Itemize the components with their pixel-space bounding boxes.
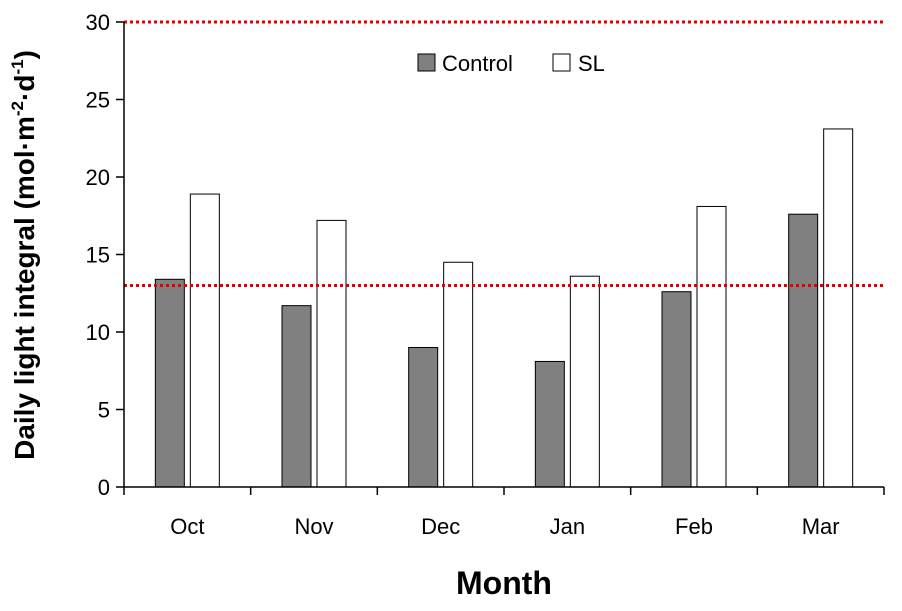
legend: Control SL (417, 51, 605, 76)
bar-sl-mar (823, 128, 854, 488)
bar-sl-oct (189, 193, 220, 488)
x-tick-label: Feb (675, 514, 713, 539)
x-tick-label: Mar (802, 514, 840, 539)
reference-lines (124, 20, 884, 287)
bar-control-nov (281, 305, 312, 488)
x-tick-label: Oct (170, 514, 204, 539)
legend-swatch-control (417, 53, 436, 72)
y-axis-title-sup2: -1 (8, 59, 27, 74)
legend-label-sl: SL (578, 51, 605, 76)
bars-group (154, 128, 854, 488)
bar-sl-jan (569, 275, 600, 488)
bar-control-oct (154, 278, 185, 488)
y-tick-label: 20 (86, 165, 110, 190)
y-tick-label: 30 (86, 10, 110, 35)
bar-control-dec (408, 347, 439, 488)
y-axis-title-sup1: -2 (8, 101, 27, 116)
bar-sl-dec (443, 261, 474, 488)
bar-sl-nov (316, 219, 347, 488)
bar-sl-feb (696, 205, 727, 488)
x-tick-labels: Oct Nov Dec Jan Feb Mar (170, 514, 839, 539)
x-tick-label: Nov (294, 514, 333, 539)
y-tick-label: 15 (86, 243, 110, 268)
x-tick-label: Jan (550, 514, 585, 539)
y-axis-title-main: Daily light integral (mol·m (9, 116, 40, 460)
y-tick-label: 5 (98, 398, 110, 423)
y-tick-label: 0 (98, 475, 110, 500)
y-axis-title: Daily light integral (mol·m-2·d-1) (8, 50, 40, 460)
x-axis-title: Month (456, 565, 552, 601)
legend-label-control: Control (442, 51, 513, 76)
y-tick-label: 25 (86, 88, 110, 113)
y-tick-label: 10 (86, 320, 110, 345)
legend-swatch-sl (552, 53, 571, 72)
y-tick-labels: 0 5 10 15 20 25 30 (86, 10, 110, 500)
axes (116, 21, 885, 495)
bar-control-mar (788, 213, 819, 488)
bar-control-jan (534, 360, 565, 488)
bar-control-feb (661, 291, 692, 488)
y-axis-title-mid: ·d (9, 75, 40, 101)
y-axis-title-end: ) (9, 50, 40, 59)
x-tick-label: Dec (421, 514, 460, 539)
